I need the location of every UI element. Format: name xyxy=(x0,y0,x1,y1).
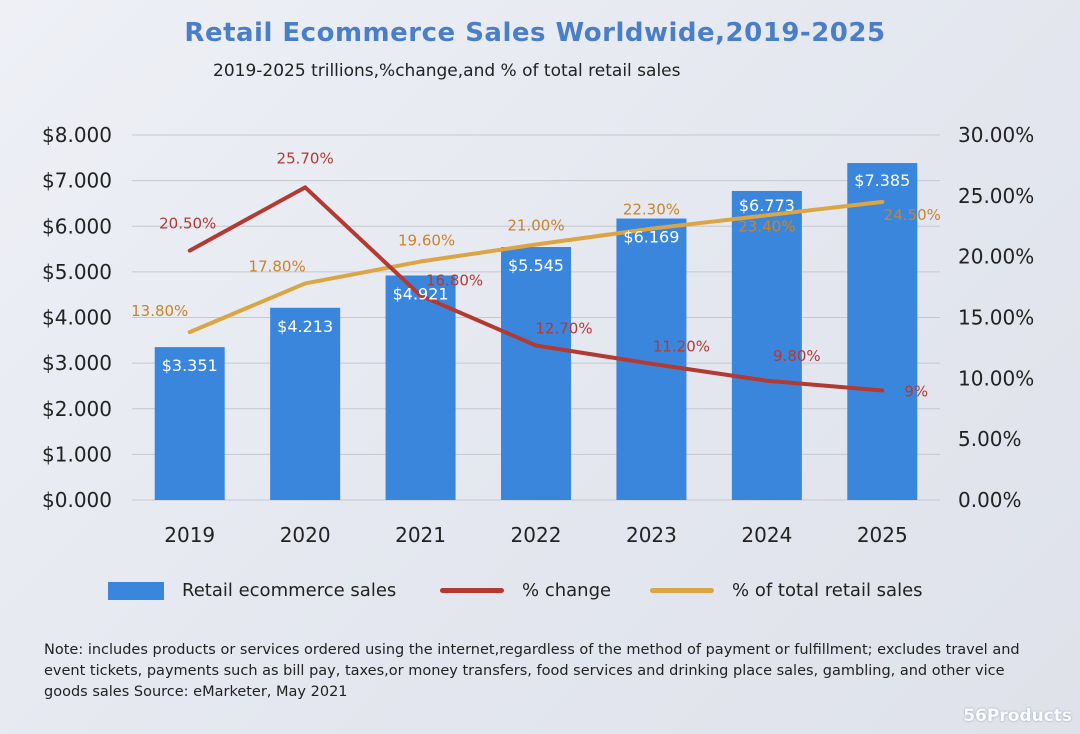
y-tick-label: $3.000 xyxy=(42,351,112,375)
share-data-label: 23.40% xyxy=(738,217,795,235)
y-tick-label: $6.000 xyxy=(42,214,112,238)
bar xyxy=(385,275,456,500)
bar xyxy=(847,163,918,500)
bar xyxy=(154,347,225,500)
bar-data-label: $3.351 xyxy=(162,356,218,375)
bar-data-label: $5.545 xyxy=(508,256,564,275)
x-tick-label: 2024 xyxy=(741,523,792,547)
bar xyxy=(270,307,341,500)
y-tick-label: $7.000 xyxy=(42,169,112,193)
y2-tick-label: 25.00% xyxy=(958,184,1034,208)
bar-data-label: $7.385 xyxy=(854,171,910,190)
watermark-logo: 56Products xyxy=(963,706,1072,726)
y2-tick-label: 20.00% xyxy=(958,245,1034,269)
change-data-label: 20.50% xyxy=(159,215,216,233)
y-tick-label: $0.000 xyxy=(42,488,112,512)
bar-data-label: $4.213 xyxy=(277,317,333,336)
legend-swatch-sales xyxy=(108,581,164,600)
chart-subtitle: 2019-2025 trillions,%change,and % of tot… xyxy=(213,61,681,81)
x-tick-label: 2025 xyxy=(857,523,908,547)
share-line xyxy=(187,199,885,335)
x-tick-label: 2020 xyxy=(280,523,331,547)
y-tick-label: $2.000 xyxy=(42,397,112,421)
legend-swatch-change xyxy=(440,588,504,593)
bar xyxy=(501,247,571,500)
legend-label-change: % change xyxy=(522,580,612,601)
x-tick-label: 2021 xyxy=(395,523,446,547)
change-data-label: 11.20% xyxy=(653,338,710,356)
y-tick-label: $5.000 xyxy=(42,260,112,284)
change-data-label: 25.70% xyxy=(277,149,334,167)
change-data-label: 12.70% xyxy=(535,319,592,337)
data-labels: $3.351 $4.213 $4.921 $5.545 $6.169 $6.773 $7.3… xyxy=(131,149,941,400)
x-tick-label: 2019 xyxy=(164,523,215,547)
chart-title: Retail Ecommerce Sales Worldwide,2019-20… xyxy=(184,18,886,48)
y-tick-label: $4.000 xyxy=(42,306,112,330)
y2-tick-label: 15.00% xyxy=(958,306,1034,330)
footnote: Note: includes products or services orde… xyxy=(44,642,1020,700)
legend: Retail ecommerce sales % change % of tot… xyxy=(108,580,1008,610)
share-data-label: 13.80% xyxy=(131,302,188,320)
legend-item-sales: Retail ecommerce sales xyxy=(108,580,396,601)
y-tick-label: $1.000 xyxy=(42,442,112,466)
share-data-label: 22.30% xyxy=(623,201,680,219)
share-data-label: 17.80% xyxy=(249,257,306,275)
y2-tick-label: 0.00% xyxy=(958,488,1022,512)
legend-label-share: % of total retail sales xyxy=(732,580,923,601)
bar xyxy=(731,190,802,500)
y2-tick-label: 5.00% xyxy=(958,427,1022,451)
legend-swatch-share xyxy=(650,588,714,593)
legend-item-share: % of total retail sales xyxy=(650,580,923,601)
y2-tick-label: 30.00% xyxy=(958,123,1034,147)
y-tick-label: $8.000 xyxy=(42,123,112,147)
legend-item-change: % change xyxy=(440,580,611,601)
share-data-label: 19.60% xyxy=(398,232,455,250)
change-line xyxy=(187,185,885,393)
bar-data-label: $6.773 xyxy=(739,196,795,215)
line-series xyxy=(187,185,885,393)
x-tick-label: 2022 xyxy=(511,523,562,547)
x-tick-label: 2023 xyxy=(626,523,677,547)
share-data-label: 24.50% xyxy=(884,206,941,224)
share-data-label: 21.00% xyxy=(507,217,564,235)
bar-data-label: $6.169 xyxy=(623,228,679,247)
y2-tick-label: 10.00% xyxy=(958,366,1034,390)
legend-label-sales: Retail ecommerce sales xyxy=(182,580,397,601)
axes: $0.000 $1.000 $2.000 $3.000 $4.000 $5.000 $6.0… xyxy=(42,123,1034,547)
change-data-label: 9% xyxy=(904,383,928,401)
change-data-label: 16.80% xyxy=(426,272,483,290)
change-data-label: 9.80% xyxy=(773,347,821,365)
bar-data-label: $4.921 xyxy=(393,284,449,303)
